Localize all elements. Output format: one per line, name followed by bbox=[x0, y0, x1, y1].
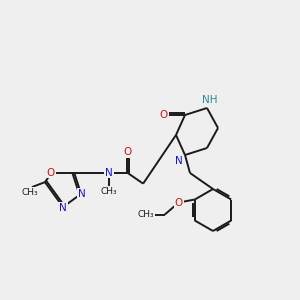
Text: CH₃: CH₃ bbox=[101, 187, 118, 196]
Text: O: O bbox=[47, 168, 55, 178]
Text: CH₃: CH₃ bbox=[137, 210, 154, 219]
Text: N: N bbox=[59, 203, 67, 213]
Text: N: N bbox=[175, 156, 183, 166]
Text: O: O bbox=[159, 110, 167, 120]
Text: NH: NH bbox=[202, 95, 218, 105]
Text: N: N bbox=[105, 168, 113, 178]
Text: O: O bbox=[175, 197, 183, 208]
Text: N: N bbox=[78, 189, 86, 199]
Text: CH₃: CH₃ bbox=[22, 188, 38, 196]
Text: O: O bbox=[123, 147, 131, 157]
